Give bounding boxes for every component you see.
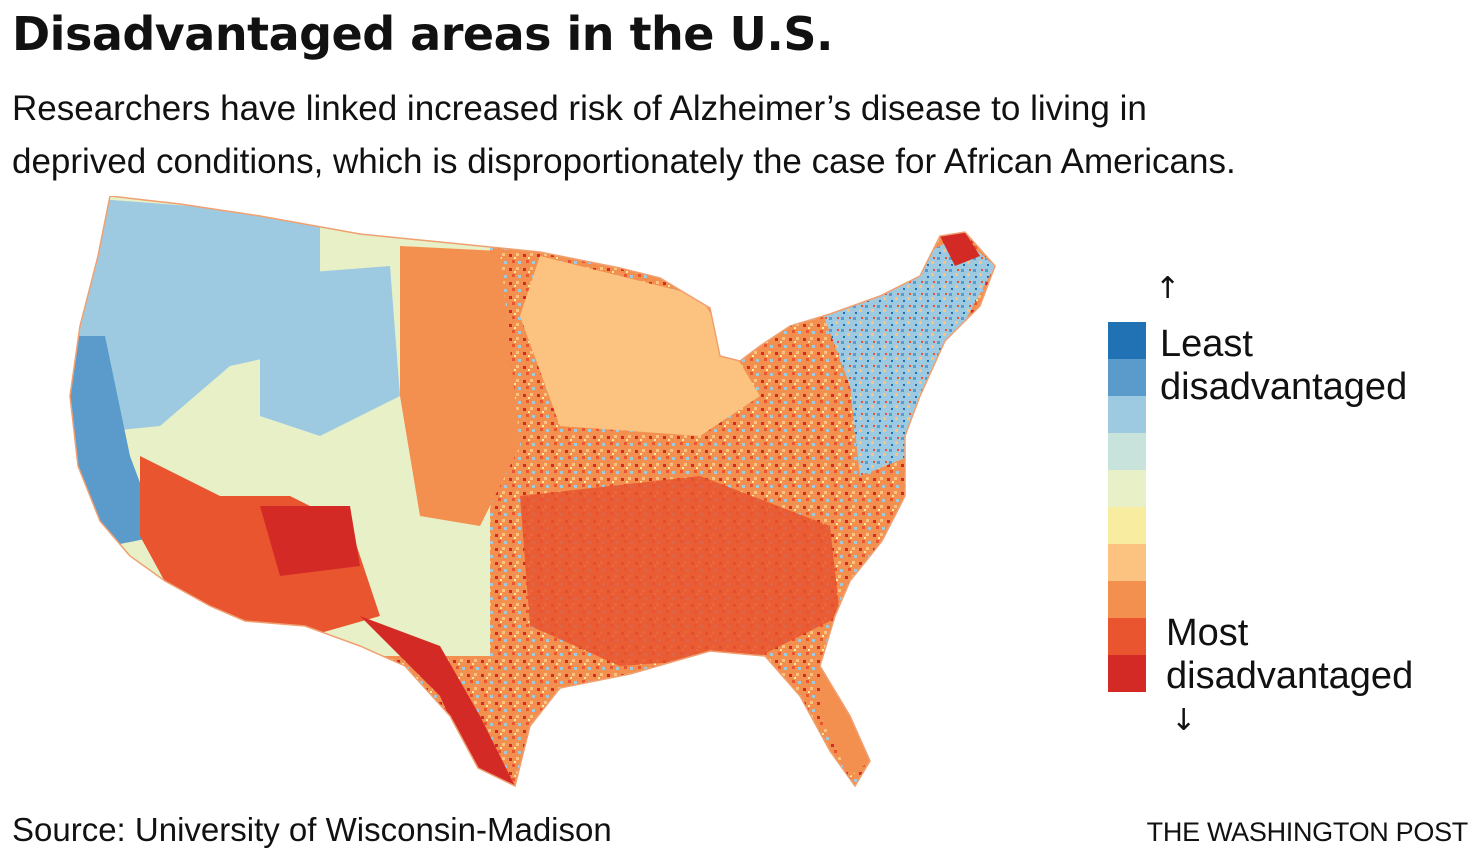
legend-step [1108, 322, 1146, 359]
legend-step [1108, 581, 1146, 618]
region-southwest [140, 456, 380, 636]
source-note: Source: University of Wisconsin-Madison [12, 811, 612, 848]
legend-least-line-1: Least [1160, 323, 1253, 365]
subtitle-line-1: Researchers have linked increased risk o… [12, 89, 1147, 128]
legend-step [1108, 507, 1146, 544]
region-four-corners [260, 506, 360, 576]
region-maine-tip [940, 232, 980, 266]
up-arrow-icon: ↑ [1155, 271, 1181, 306]
us-deprivation-map [69, 196, 996, 788]
legend-label-least: Least disadvantaged [1160, 323, 1407, 409]
legend-step [1108, 359, 1146, 396]
chart-title: Disadvantaged areas in the U.S. [12, 7, 833, 61]
legend-step [1108, 544, 1146, 581]
region-high-plains [400, 246, 520, 526]
legend-step [1108, 618, 1146, 655]
down-arrow-icon: ↓ [1171, 703, 1197, 738]
legend-least-line-2: disadvantaged [1160, 366, 1408, 408]
legend-color-scale [1108, 322, 1146, 692]
legend-step [1108, 396, 1146, 433]
region-southeast [520, 476, 840, 666]
us-outline [69, 196, 996, 788]
chart-subtitle: Researchers have linked increased risk o… [12, 82, 1472, 188]
region-central-mountain [260, 266, 400, 436]
legend-step [1108, 655, 1146, 692]
legend-step [1108, 470, 1146, 507]
region-great-lakes [520, 256, 760, 436]
publisher-credit: THE WASHINGTON POST [1146, 817, 1469, 847]
subtitle-line-2: deprived conditions, which is disproport… [12, 142, 1236, 181]
legend-most-line-1: Most [1166, 612, 1249, 654]
region-florida [820, 666, 870, 776]
region-texas-south [360, 616, 515, 786]
legend-most-line-2: disadvantaged [1166, 655, 1414, 697]
legend-step [1108, 433, 1146, 470]
region-northwest [70, 196, 320, 436]
legend-label-most: Most disadvantaged [1166, 612, 1413, 698]
